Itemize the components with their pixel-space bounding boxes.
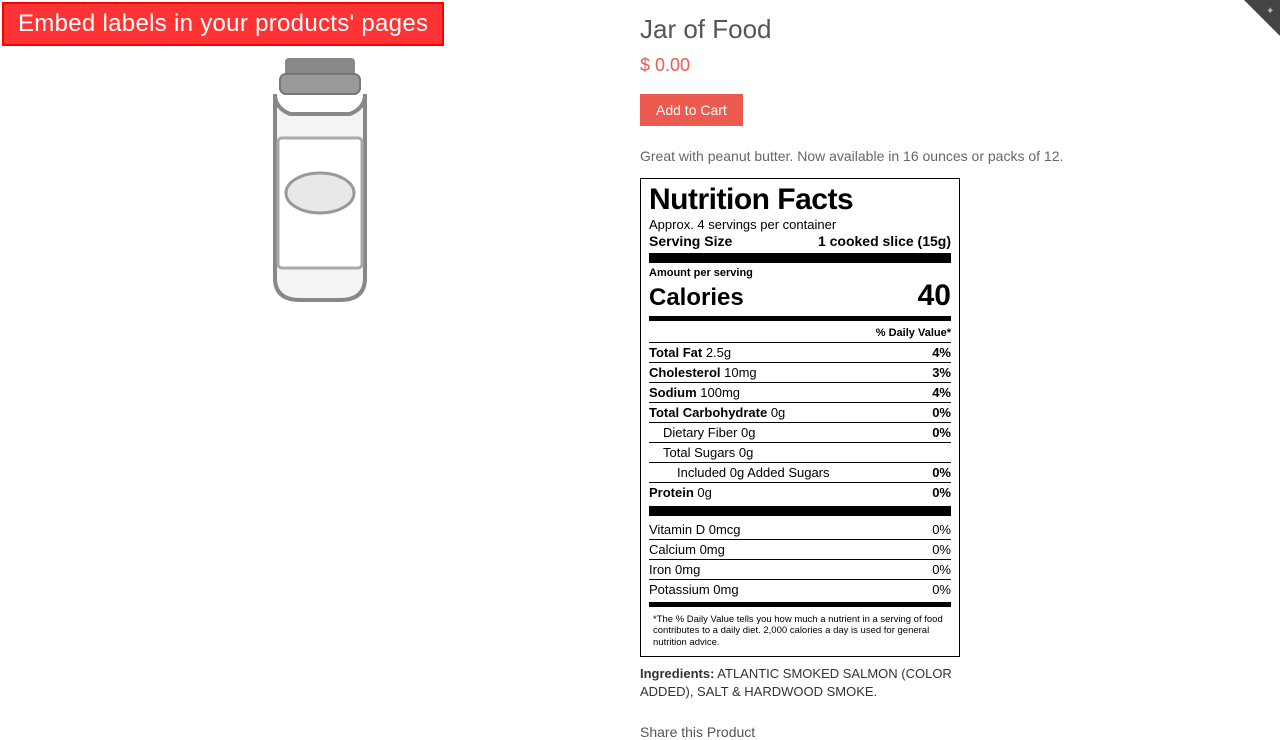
product-image-column xyxy=(0,8,640,740)
micronutrient-row: Potassium 0mg 0% xyxy=(649,579,951,599)
promo-banner-text: Embed labels in your products' pages xyxy=(18,10,428,37)
micronutrient-label: Iron 0mg xyxy=(649,562,700,577)
nutrient-row: Total Fat 2.5g 4% xyxy=(649,342,951,362)
micronutrient-pct: 0% xyxy=(932,522,951,537)
nutrient-row: Included 0g Added Sugars 0% xyxy=(649,462,951,482)
nutrient-label: Protein 0g xyxy=(649,485,712,500)
micronutrient-label: Potassium 0mg xyxy=(649,582,739,597)
nutrient-row: Total Carbohydrate 0g 0% xyxy=(649,402,951,422)
micronutrient-row: Vitamin D 0mcg 0% xyxy=(649,520,951,539)
calories-row: Calories 40 xyxy=(649,279,951,313)
nutrient-label: Included 0g Added Sugars xyxy=(649,465,830,480)
micronutrient-label: Calcium 0mg xyxy=(649,542,725,557)
micronutrient-pct: 0% xyxy=(932,562,951,577)
servings-per-container: Approx. 4 servings per container xyxy=(649,217,951,232)
nutrient-row: Cholesterol 10mg 3% xyxy=(649,362,951,382)
promo-banner: Embed labels in your products' pages xyxy=(2,2,444,46)
nutrient-pct: 0% xyxy=(932,405,951,420)
product-description: Great with peanut butter. Now available … xyxy=(640,148,1180,164)
nutrient-row: Sodium 100mg 4% xyxy=(649,382,951,402)
nutrient-label: Cholesterol 10mg xyxy=(649,365,757,380)
divider-thick xyxy=(649,253,951,263)
micronutrient-row: Calcium 0mg 0% xyxy=(649,539,951,559)
ingredients-label: Ingredients: xyxy=(640,666,714,681)
product-page: Jar of Food $ 0.00 Add to Cart Great wit… xyxy=(0,0,1280,740)
add-to-cart-button[interactable]: Add to Cart xyxy=(640,94,743,126)
nutrient-label: Dietary Fiber 0g xyxy=(649,425,755,440)
product-details-column: Jar of Food $ 0.00 Add to Cart Great wit… xyxy=(640,8,1180,740)
divider-medium xyxy=(649,602,951,607)
nutrient-label: Total Carbohydrate 0g xyxy=(649,405,785,420)
micronutrient-label: Vitamin D 0mcg xyxy=(649,522,741,537)
settings-icon[interactable]: ✦ xyxy=(1266,6,1274,14)
nutrient-pct: 0% xyxy=(932,425,951,440)
nutrient-row: Protein 0g 0% xyxy=(649,482,951,502)
daily-value-header: % Daily Value* xyxy=(649,324,951,342)
micronutrient-pct: 0% xyxy=(932,542,951,557)
macronutrient-rows: Total Fat 2.5g 4% Cholesterol 10mg 3% Sodium… xyxy=(649,342,951,502)
ingredients-text: Ingredients: ATLANTIC SMOKED SALMON (COL… xyxy=(640,665,960,700)
nutrient-row: Total Sugars 0g xyxy=(649,442,951,462)
serving-size-row: Serving Size 1 cooked slice (15g) xyxy=(649,233,951,249)
product-price: $ 0.00 xyxy=(640,55,1180,76)
nutrient-row: Dietary Fiber 0g 0% xyxy=(649,422,951,442)
divider-medium xyxy=(649,316,951,321)
divider-thick xyxy=(649,506,951,516)
serving-size-label: Serving Size xyxy=(649,233,732,249)
nutrition-facts-label: Nutrition Facts Approx. 4 servings per c… xyxy=(640,178,960,657)
micronutrient-pct: 0% xyxy=(932,582,951,597)
nutrient-pct: 3% xyxy=(932,365,951,380)
micronutrient-rows: Vitamin D 0mcg0%Calcium 0mg0%Iron 0mg0%P… xyxy=(649,520,951,599)
daily-value-footnote: *The % Daily Value tells you how much a … xyxy=(649,610,951,650)
nutrient-label: Total Sugars 0g xyxy=(649,445,753,460)
nutrient-pct: 0% xyxy=(932,465,951,480)
nutrition-heading: Nutrition Facts xyxy=(649,185,951,215)
nutrient-label: Total Fat 2.5g xyxy=(649,345,731,360)
product-title: Jar of Food xyxy=(640,14,1180,45)
serving-size-value: 1 cooked slice (15g) xyxy=(818,233,951,249)
jar-icon xyxy=(230,48,410,308)
amount-per-serving: Amount per serving xyxy=(649,267,951,279)
nutrient-pct: 4% xyxy=(932,345,951,360)
calories-label: Calories xyxy=(649,284,744,312)
micronutrient-row: Iron 0mg 0% xyxy=(649,559,951,579)
corner-tab[interactable] xyxy=(1244,0,1280,36)
share-heading: Share this Product xyxy=(640,724,1180,740)
nutrient-pct: 4% xyxy=(932,385,951,400)
nutrient-pct: 0% xyxy=(932,485,951,500)
calories-value: 40 xyxy=(918,279,951,313)
nutrient-label: Sodium 100mg xyxy=(649,385,740,400)
